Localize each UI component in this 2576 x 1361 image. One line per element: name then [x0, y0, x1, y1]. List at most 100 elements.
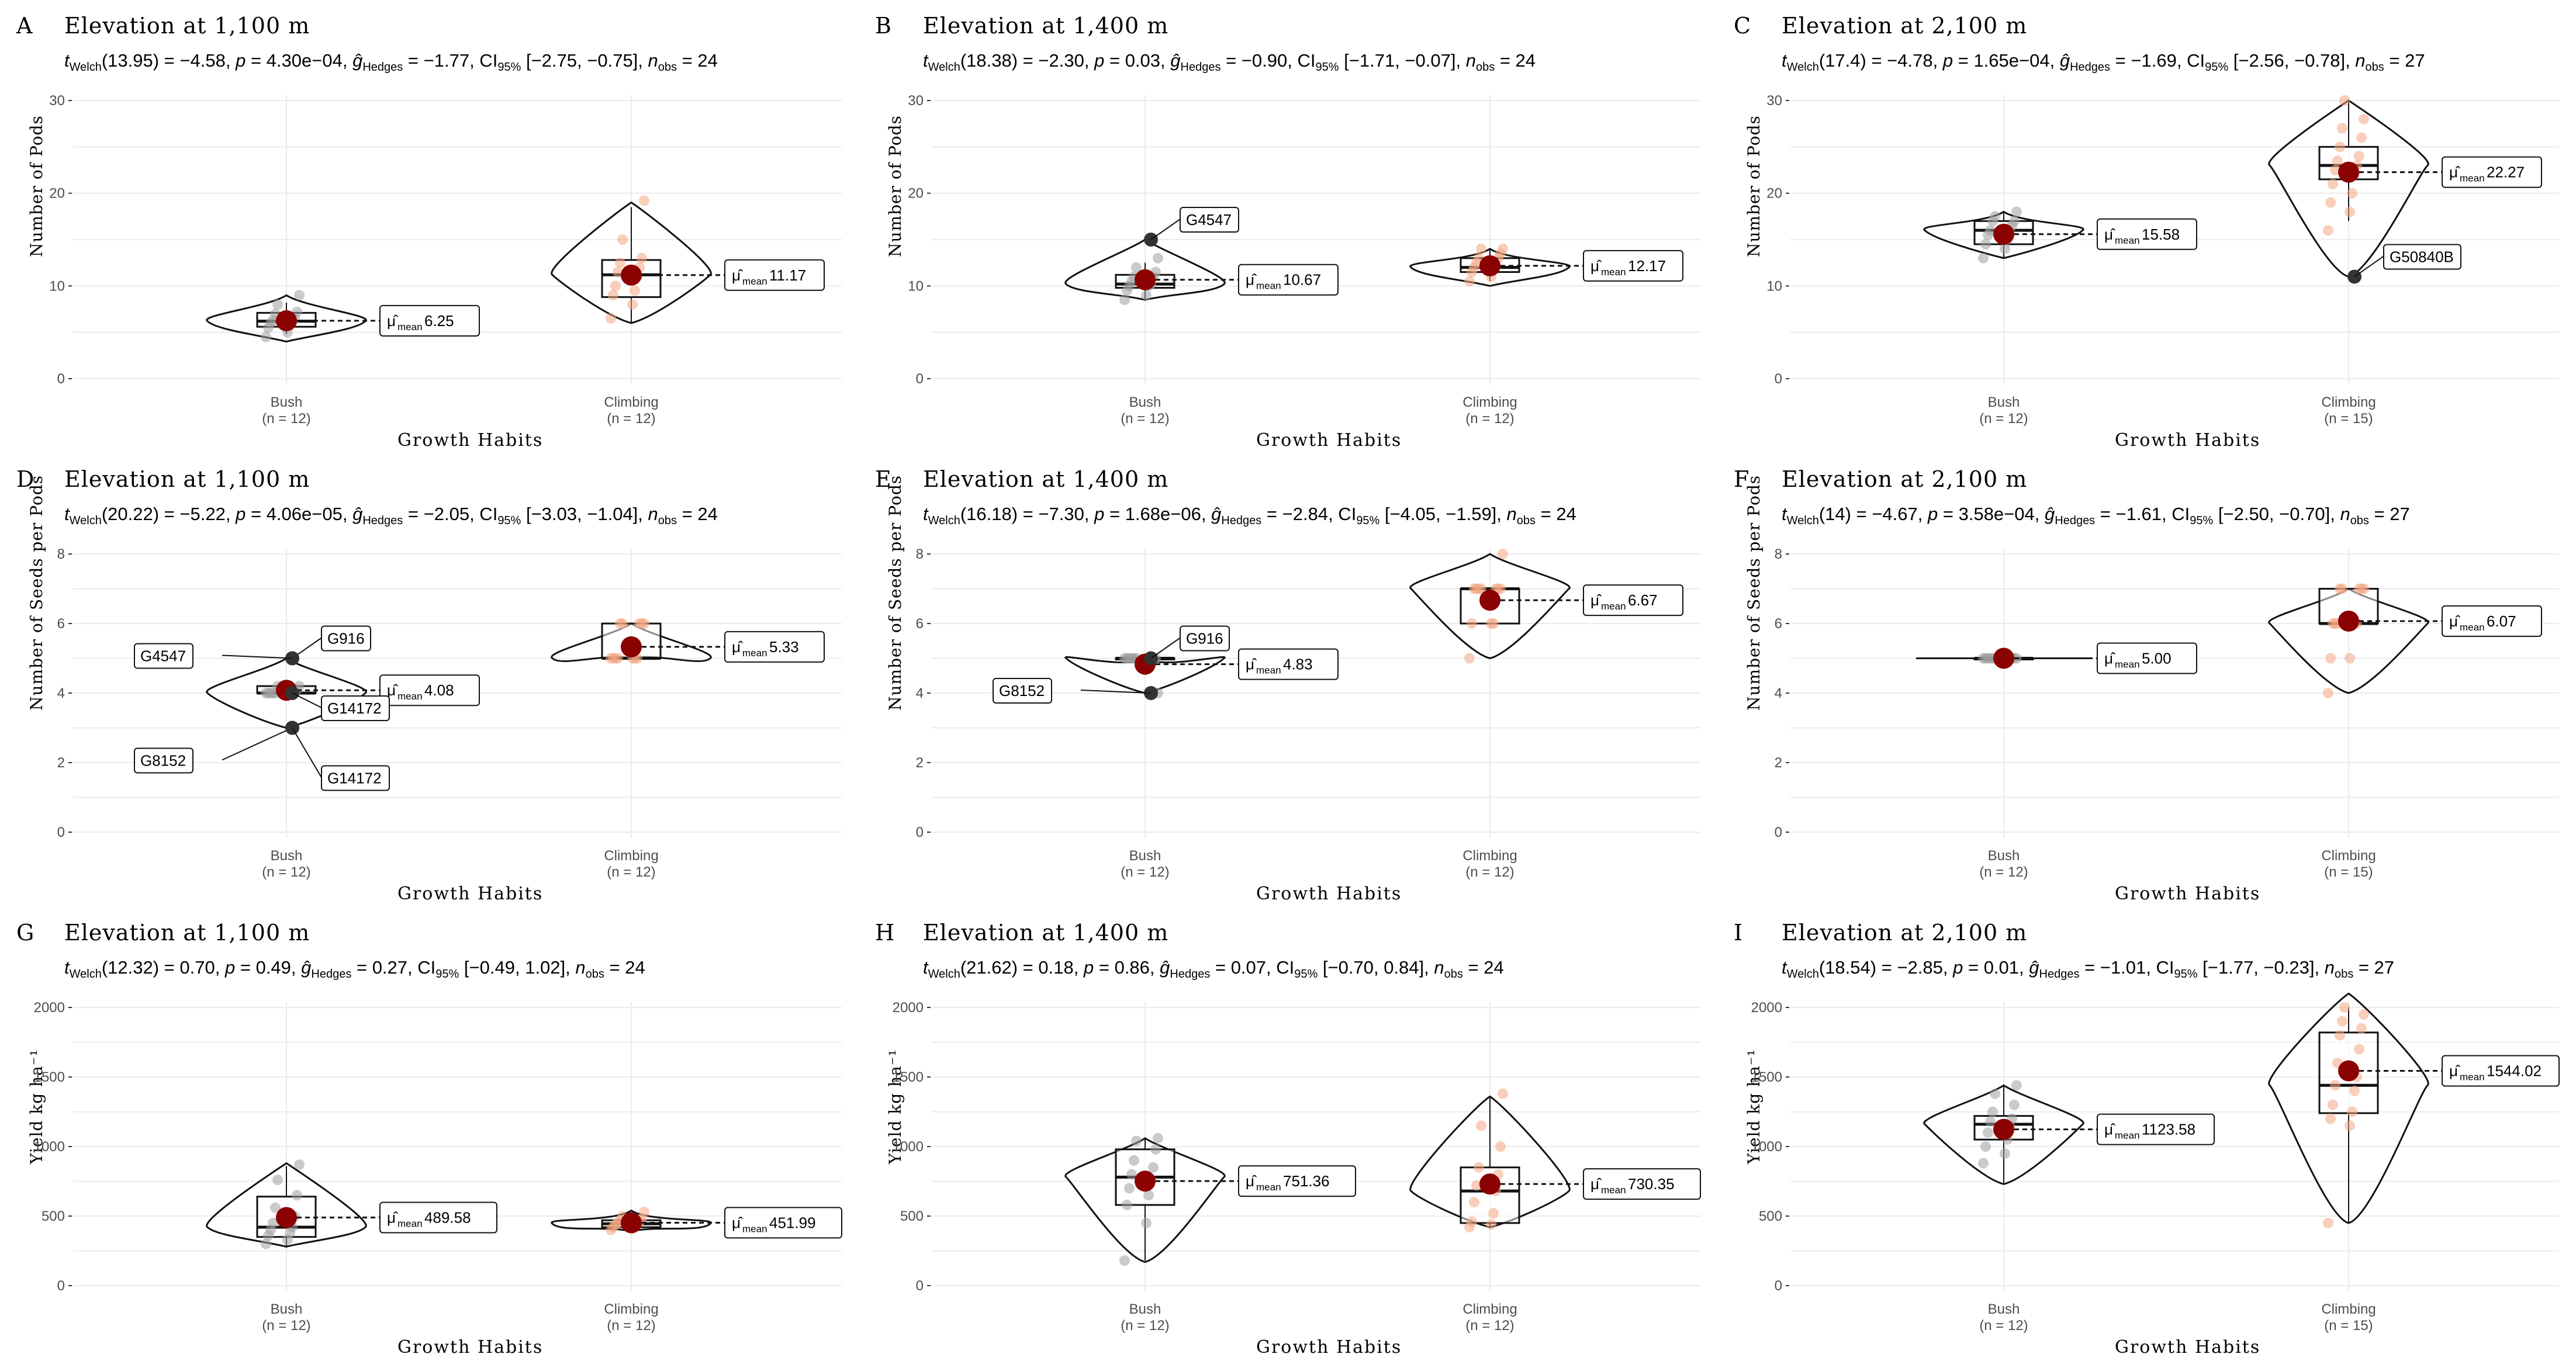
stat-text: ( [960, 957, 967, 978]
category-n: (n = 12) [262, 1318, 310, 1334]
x-axis-label: Growth Habits [2115, 884, 2261, 904]
stat-t: −7.30 [1038, 504, 1084, 524]
stat-p: 1.68e−06 [1125, 504, 1201, 524]
data-point [2337, 583, 2347, 594]
stat-symbol: ĝ [352, 504, 363, 524]
y-tick-label: 1500 [893, 1069, 924, 1085]
stat-nobs: 24 [1556, 504, 1576, 524]
mean-point [1993, 647, 2014, 669]
panel-e: E Elevation at 1,400 m tWelch(16.18) = −7.… [859, 453, 1717, 907]
data-point [2332, 155, 2343, 167]
data-point [639, 195, 649, 206]
data-point [272, 299, 283, 310]
data-point [294, 290, 305, 301]
stat-text: , [638, 50, 648, 71]
x-axis-label: Growth Habits [397, 1337, 544, 1357]
stat-t_df: 18.54 [1825, 957, 1870, 978]
category-n: (n = 12) [1979, 1318, 2028, 1334]
outlier-label: G4547 [140, 647, 186, 665]
stat-text: , [1942, 957, 1953, 978]
data-point [617, 234, 628, 245]
category-n: (n = 12) [1979, 411, 2028, 427]
stat-t_df: 20.22 [108, 504, 153, 524]
data-point [1469, 1197, 1479, 1208]
mean-label-sub: mean [2460, 622, 2485, 633]
violin-bush [206, 1162, 367, 1248]
mean-label-value: 751.36 [1283, 1172, 1330, 1190]
category-label: Climbing [1462, 394, 1517, 410]
data-point [2009, 1099, 2020, 1110]
mean-point [621, 636, 642, 657]
stat-t: −4.58 [179, 50, 226, 71]
data-point [1985, 225, 1996, 236]
stat-ci: [−1.77, −0.23] [2202, 957, 2315, 978]
mean-label-box [379, 1201, 497, 1234]
stat-subscript: Hedges [362, 61, 403, 74]
data-point [1498, 549, 1508, 559]
stat-text: = [677, 50, 698, 71]
mean-label-sub: mean [2460, 173, 2485, 184]
stat-text: ) = [1011, 957, 1039, 978]
mean-point [2338, 161, 2359, 183]
data-point [1153, 1133, 1163, 1144]
data-point [2323, 688, 2333, 698]
stat-subscript: Hedges [1180, 61, 1221, 74]
outlier-label-box [134, 747, 193, 774]
mean-label-value: 730.35 [1628, 1175, 1675, 1193]
mean-point [1479, 255, 1500, 276]
stat-symbol: ĝ [1170, 50, 1181, 71]
panel-f: F Elevation at 2,100 m tWelch(14) = −4.67,… [1717, 453, 2576, 907]
stat-p: 0.49 [255, 957, 291, 978]
outlier-connector [1080, 690, 1152, 694]
mean-label-value: 4.83 [1283, 656, 1313, 673]
stat-text: = [1938, 504, 1959, 524]
category-n: (n = 12) [1121, 1318, 1169, 1334]
stat-symbol: n [2324, 957, 2335, 978]
mean-label-box [1238, 1165, 1356, 1197]
mean-label-box [724, 259, 825, 291]
stat-subscript: obs [2350, 514, 2369, 528]
mean-point [2338, 1060, 2359, 1082]
violin-bush [1064, 1137, 1226, 1263]
panel-title: Elevation at 2,100 m [1782, 920, 2028, 946]
y-tick-label: 2 [1775, 755, 1782, 771]
stats-line: tWelch(13.95) = −4.58, p = 4.30e−04, ĝHe… [64, 50, 718, 74]
data-point [2337, 123, 2347, 134]
data-point [1978, 1158, 1989, 1169]
stat-t: −4.78 [1887, 50, 1933, 71]
stat-subscript: Welch [1786, 968, 1819, 981]
data-point [610, 280, 621, 292]
data-point [1126, 1169, 1137, 1180]
data-point [2347, 188, 2357, 199]
mean-label-box [724, 1207, 842, 1239]
y-tick-label: 8 [916, 546, 924, 562]
stat-text: ) = [153, 504, 180, 524]
stat-text: ) = [1870, 957, 1897, 978]
mean-label-sub: mean [1601, 1185, 1626, 1196]
stat-symbol: p [1928, 504, 1938, 524]
stat-subscript: Welch [1786, 514, 1819, 528]
stats-line: tWelch(17.4) = −4.78, p = 1.65e−04, ĝHed… [1782, 50, 2425, 74]
data-point [1141, 290, 1152, 301]
data-point [2325, 1113, 2336, 1124]
violin-climbing [2268, 587, 2429, 694]
panel-title: Elevation at 1,400 m [923, 13, 1169, 39]
stat-text: ( [101, 50, 108, 71]
stat-ci: [−2.56, −0.78] [2233, 50, 2346, 71]
stat-subscript: 95% [1294, 968, 1318, 981]
stats-line: tWelch(18.54) = −2.85, p = 0.01, ĝHedges… [1782, 957, 2394, 981]
data-point [1131, 262, 1142, 273]
stat-g: −2.84 [1282, 504, 1329, 524]
y-tick-label: 0 [57, 371, 65, 387]
stat-symbol: t [1782, 957, 1787, 978]
stat-text: , CI [1328, 504, 1357, 524]
outlier-label: G50840B [2390, 248, 2454, 265]
mean-label-value: 1544.02 [2487, 1062, 2542, 1080]
data-point [1980, 1141, 1991, 1152]
y-tick-label: 10 [908, 278, 924, 294]
data-point [1122, 1199, 1132, 1210]
category-label: Bush [271, 394, 303, 410]
stat-text: = [235, 957, 256, 978]
